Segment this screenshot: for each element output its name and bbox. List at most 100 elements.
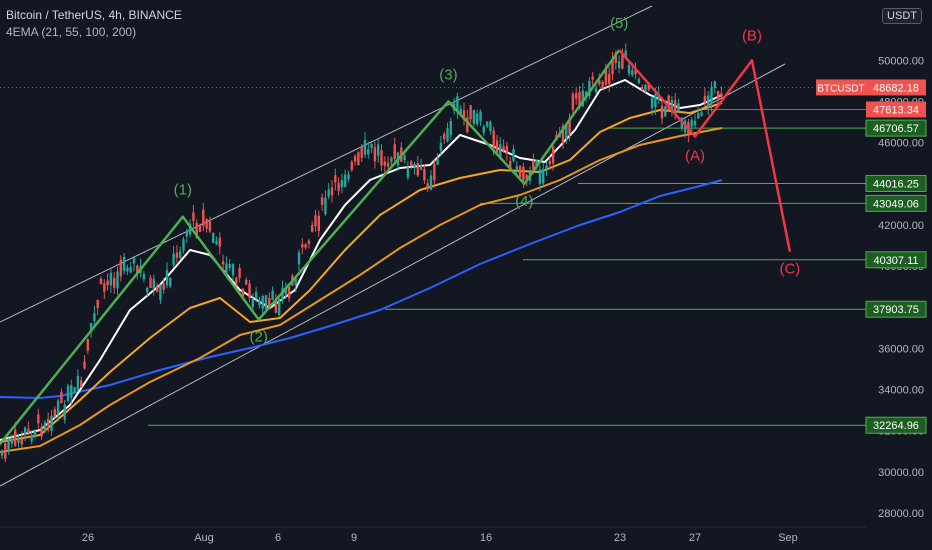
candle-body (446, 128, 449, 142)
candle-body (631, 70, 634, 76)
level-price-tag (865, 119, 927, 137)
candle-body (248, 283, 251, 298)
level-price-label: 32264.96 (873, 420, 919, 432)
candle-body (578, 91, 581, 108)
candle-body (393, 144, 396, 160)
candle-body (466, 117, 469, 133)
y-tick-label: 34000.00 (878, 385, 924, 397)
candle-body (80, 380, 83, 388)
candle-body (350, 161, 353, 171)
level-price-tag (865, 194, 927, 212)
candle-body (456, 96, 459, 113)
candle-body (697, 113, 700, 119)
candle-body (644, 84, 647, 92)
x-tick-label: 6 (275, 532, 281, 544)
wave-label: (1) (174, 182, 192, 199)
x-tick-label: 16 (480, 532, 492, 544)
candle-body (429, 175, 433, 190)
candle-body (703, 95, 707, 103)
level-price-label: 40307.11 (873, 255, 918, 267)
candle-body (284, 288, 287, 294)
candle-body (403, 155, 406, 161)
candle-body (608, 74, 611, 85)
candle-body (271, 290, 274, 301)
current-price-tag (866, 79, 926, 96)
candle-body (129, 267, 132, 273)
candle-body (221, 261, 225, 265)
candle-body (443, 134, 446, 139)
level-price-label: 46706.57 (873, 123, 919, 135)
candle-body (363, 140, 367, 155)
candle-body (357, 152, 360, 166)
candle-body (122, 256, 126, 271)
candle-body (23, 427, 27, 436)
candle-body (426, 183, 429, 189)
candle-body (96, 299, 99, 309)
candle-body (565, 124, 568, 140)
candle-body (268, 298, 271, 308)
candle-body (70, 385, 73, 398)
candle-body (212, 233, 215, 243)
candle-body (594, 88, 598, 93)
candle-body (707, 95, 710, 108)
candle-body (720, 93, 723, 97)
candle-body (693, 120, 697, 126)
candle-body (353, 156, 357, 162)
x-tick-label: 27 (689, 532, 701, 544)
wave-label: (2) (250, 329, 268, 346)
abc-correction-path (618, 49, 792, 252)
candle-body (73, 387, 76, 393)
candle-body (492, 130, 495, 148)
candle-body (56, 400, 60, 414)
candle-body (340, 180, 344, 188)
ema100-line (0, 127, 723, 453)
channel-upper-line (0, 5, 653, 323)
candle-body (677, 103, 680, 112)
symbol-title: Bitcoin / TetherUS, 4h, BINANCE (6, 8, 182, 22)
candle-body (136, 265, 139, 275)
candle-body (634, 68, 637, 75)
currency-unit-button[interactable]: USDT (882, 8, 922, 24)
candle-body (637, 79, 641, 83)
candle-body (674, 100, 677, 115)
projection-label: (C) (779, 261, 800, 278)
candle-body (330, 187, 334, 196)
candle-body (617, 61, 621, 68)
candle-body (228, 264, 231, 268)
indicator-legend[interactable]: 4EMA (21, 55, 100, 200) (6, 25, 137, 39)
candle-body (205, 219, 208, 229)
candle-body (410, 161, 413, 167)
candle-body (10, 438, 14, 444)
candle-body (83, 361, 86, 369)
candle-body (386, 162, 390, 167)
candle-body (509, 160, 512, 170)
wave-label: (4) (515, 193, 533, 210)
candle-body (274, 300, 278, 313)
candle-body (152, 279, 155, 289)
candle-body (149, 277, 152, 288)
candle-body (182, 239, 185, 251)
x-tick-label: Aug (194, 532, 214, 544)
candle-body (169, 277, 172, 287)
candle-body (512, 148, 515, 162)
candle-body (4, 443, 7, 459)
level-price-label: 43049.06 (873, 198, 919, 210)
candle-body (542, 169, 545, 184)
candle-body (439, 142, 443, 151)
candle-body (551, 146, 555, 164)
candle-body (469, 105, 472, 120)
symbol-tag (816, 79, 866, 96)
candle-body (119, 259, 122, 277)
x-tick-label: 26 (82, 532, 94, 544)
channel-lower-line (0, 63, 786, 487)
candle-body (27, 428, 30, 434)
y-tick-label: 28000.00 (878, 508, 924, 520)
ema55-line (0, 102, 723, 443)
candle-body (370, 144, 373, 148)
candle-body (106, 280, 109, 286)
candle-body (591, 76, 594, 80)
level-price-tag (865, 300, 927, 318)
candle-body (235, 277, 238, 285)
candle-body (20, 439, 23, 445)
